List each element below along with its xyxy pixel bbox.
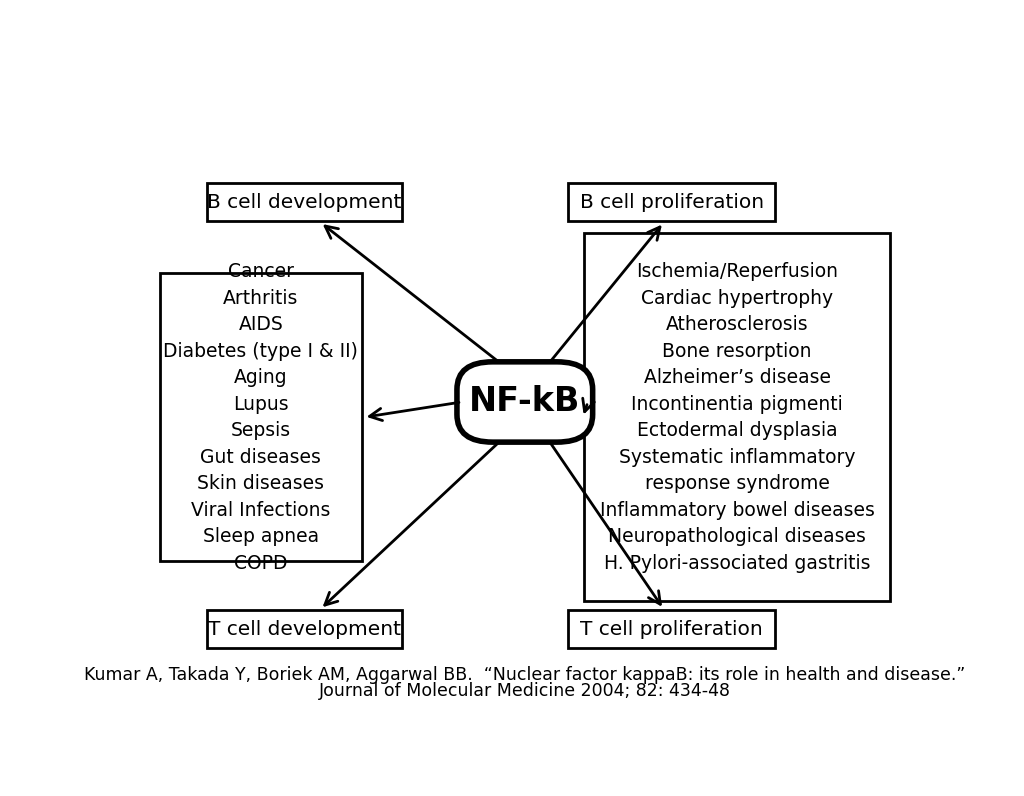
FancyBboxPatch shape	[585, 233, 890, 601]
Text: Journal of Molecular Medicine 2004; 82: 434-48: Journal of Molecular Medicine 2004; 82: …	[318, 682, 731, 700]
Text: Cancer
Arthritis
AIDS
Diabetes (type I & II)
Aging
Lupus
Sepsis
Gut diseases
Ski: Cancer Arthritis AIDS Diabetes (type I &…	[164, 262, 358, 572]
FancyBboxPatch shape	[207, 183, 401, 221]
FancyBboxPatch shape	[457, 362, 593, 442]
Text: T cell proliferation: T cell proliferation	[581, 620, 763, 639]
FancyBboxPatch shape	[568, 611, 775, 649]
Text: T cell development: T cell development	[208, 620, 401, 639]
Text: NF-kB: NF-kB	[469, 385, 581, 419]
Text: B cell proliferation: B cell proliferation	[580, 193, 764, 212]
FancyBboxPatch shape	[160, 273, 362, 561]
FancyBboxPatch shape	[568, 183, 775, 221]
Text: Ischemia/Reperfusion
Cardiac hypertrophy
Atherosclerosis
Bone resorption
Alzheim: Ischemia/Reperfusion Cardiac hypertrophy…	[600, 262, 874, 572]
FancyBboxPatch shape	[207, 611, 401, 649]
Text: Kumar A, Takada Y, Boriek AM, Aggarwal BB.  “Nuclear factor kappaB: its role in : Kumar A, Takada Y, Boriek AM, Aggarwal B…	[84, 665, 966, 684]
Text: B cell development: B cell development	[208, 193, 401, 212]
